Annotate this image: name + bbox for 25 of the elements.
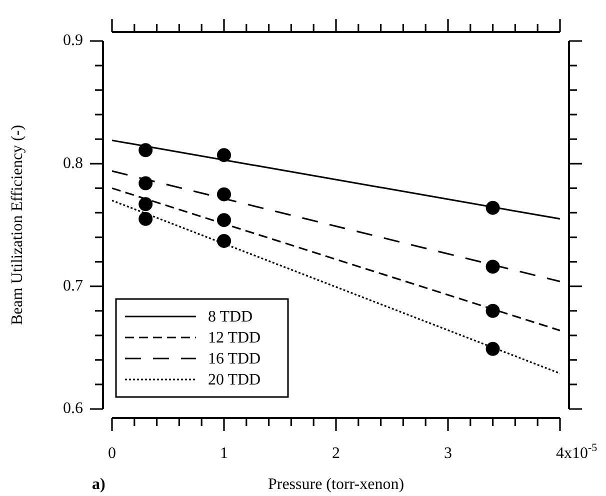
- point: [217, 148, 231, 162]
- point: [138, 197, 153, 212]
- legend-label: 16 TDD: [208, 350, 261, 368]
- point: [138, 212, 153, 226]
- y-tick-label: 0.8: [63, 154, 83, 172]
- point: [486, 304, 500, 318]
- point: [217, 213, 231, 228]
- point: [217, 234, 231, 248]
- y-tick-label: 0.9: [63, 32, 83, 50]
- x-tick-label: 3: [444, 445, 452, 462]
- y-axis-title: Beam Utilization Efficiency (-): [9, 124, 26, 326]
- legend-label: 8 TDD: [208, 308, 253, 326]
- x-tick-label: 4: [556, 445, 564, 462]
- y-tick-label: 0.7: [63, 278, 83, 295]
- point: [486, 342, 500, 356]
- text: a): [92, 476, 106, 493]
- point: [217, 187, 231, 202]
- x-tick-label: 0: [108, 445, 116, 462]
- x-tick-label: 1: [220, 445, 228, 462]
- x-axis-title: Pressure (torr-xenon): [268, 476, 404, 493]
- legend-label: 20 TDD: [208, 372, 261, 389]
- y-tick-label: 0.6: [63, 400, 83, 418]
- legend-label: 12 TDD: [208, 330, 261, 347]
- point: [486, 260, 500, 274]
- x-tick-label: 2: [332, 445, 340, 462]
